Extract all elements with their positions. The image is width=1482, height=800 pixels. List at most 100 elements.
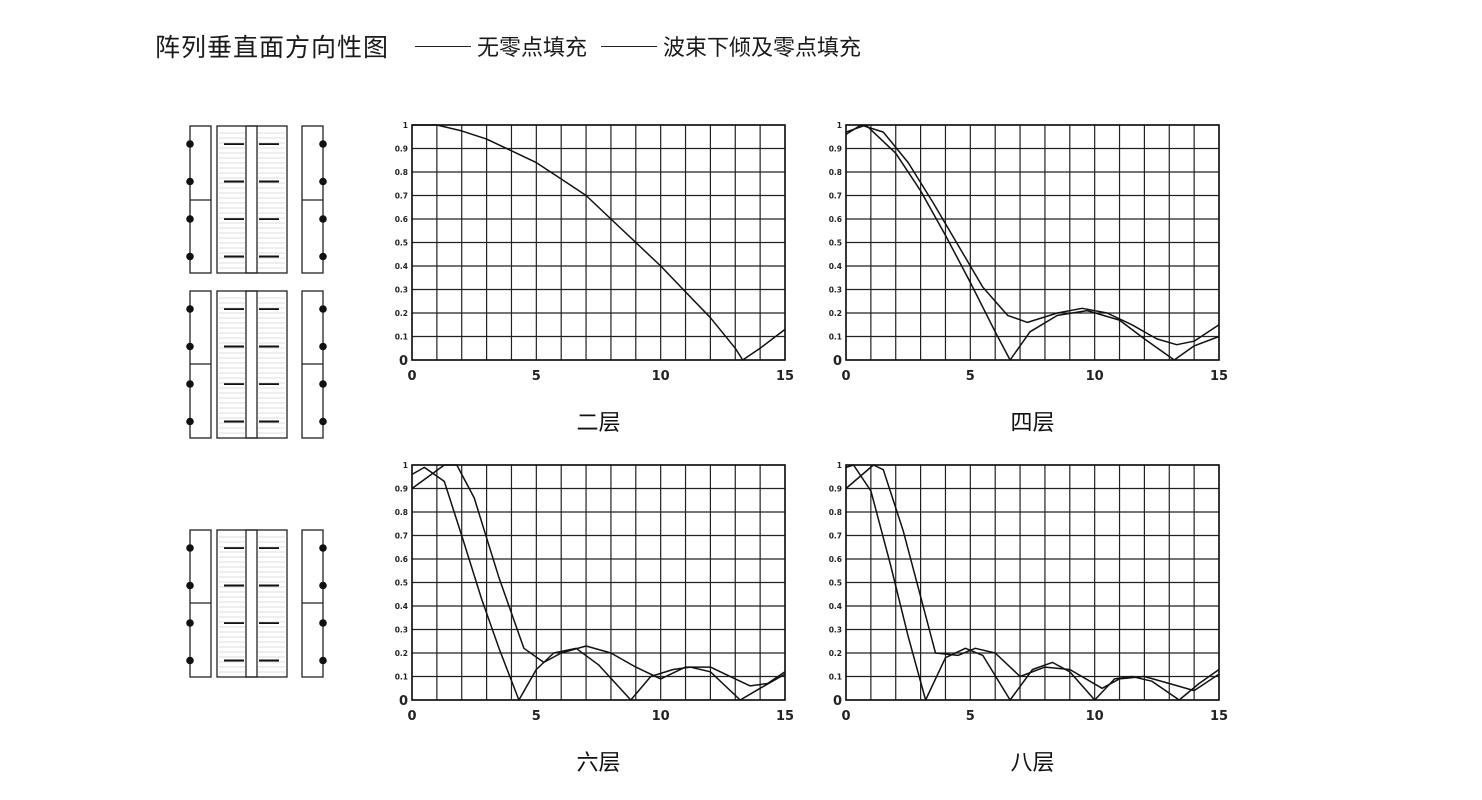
antenna-diagram-6-layer: [189, 529, 324, 678]
y-tick-label: 0.6: [395, 555, 408, 564]
plot-frame: [411, 124, 786, 361]
plot-frame: [411, 464, 786, 701]
y-tick-label: 0: [399, 354, 408, 369]
x-tick-label: 15: [776, 369, 794, 384]
x-tick-label: 0: [841, 709, 850, 724]
y-tick-label: 0.5: [829, 239, 842, 248]
plot-frame: [845, 124, 1220, 361]
y-tick-label: 0.2: [395, 649, 408, 658]
y-tick-label: 0.7: [395, 192, 408, 201]
y-tick-label: 1: [837, 461, 842, 470]
antenna-port-dot: [319, 177, 327, 186]
legend-label: 无零点填充: [477, 36, 588, 61]
legend-item-downtilt-null-fill: 波束下倾及零点填充: [601, 30, 861, 62]
x-tick-label: 5: [966, 709, 975, 724]
antenna-port-dot: [319, 380, 327, 388]
antenna-port-dot: [319, 215, 327, 223]
antenna-feed-column: [245, 290, 258, 439]
antenna-diagram-4-layer: [189, 290, 324, 439]
y-tick-label: 0.9: [829, 145, 842, 154]
y-tick-label: 0.3: [395, 626, 408, 635]
y-tick-label: 0.4: [395, 602, 408, 611]
y-tick-label: 0.1: [395, 673, 408, 682]
y-tick-label: 1: [837, 121, 842, 130]
y-tick-label: 0.9: [395, 485, 408, 494]
y-tick-label: 0.3: [395, 286, 408, 295]
antenna-feed-column: [245, 125, 258, 274]
y-tick-label: 0.7: [829, 192, 842, 201]
antenna-port-dot: [319, 656, 327, 665]
x-tick-label: 5: [532, 369, 541, 384]
y-tick-label: 0.8: [395, 168, 408, 177]
y-tick-label: 0.6: [395, 215, 408, 224]
antenna-port-dot: [319, 417, 327, 426]
x-tick-label: 0: [407, 709, 416, 724]
y-tick-label: 0.8: [395, 508, 408, 517]
series-line-1: [845, 464, 1220, 701]
chart-caption: 六层: [576, 751, 620, 776]
x-tick-label: 15: [1210, 709, 1228, 724]
y-tick-label: 0.2: [829, 309, 842, 318]
y-tick-label: 0.5: [829, 579, 842, 588]
antenna-port-dot: [186, 305, 194, 313]
y-tick-label: 0.7: [829, 532, 842, 541]
antenna-port-dot: [319, 140, 327, 148]
y-tick-label: 0.9: [395, 145, 408, 154]
series-line-1: [412, 124, 786, 361]
y-tick-label: 0: [833, 354, 842, 369]
figure-title: 阵列垂直面方向性图: [155, 33, 390, 62]
y-tick-label: 0: [833, 694, 842, 709]
series-line-2: [411, 464, 786, 687]
y-tick-label: 0.6: [829, 215, 842, 224]
antenna-element-details: [186, 132, 327, 673]
y-tick-label: 0.1: [829, 333, 842, 342]
y-tick-label: 0.3: [829, 286, 842, 295]
y-tick-label: 0.2: [829, 649, 842, 658]
x-tick-label: 5: [532, 709, 541, 724]
x-tick-label: 5: [966, 369, 975, 384]
y-tick-label: 0.5: [395, 579, 408, 588]
antenna-port-dot: [319, 619, 327, 627]
x-tick-label: 10: [652, 369, 670, 384]
antenna-port-dot: [186, 342, 194, 351]
antenna-port-dot: [186, 177, 194, 186]
y-tick-label: 0.8: [829, 508, 842, 517]
chart-caption: 四层: [1010, 411, 1054, 436]
antenna-port-dot: [319, 544, 327, 552]
chart-caption: 二层: [576, 411, 620, 436]
antenna-port-dot: [186, 656, 194, 665]
antenna-port-dot: [186, 581, 194, 590]
x-tick-label: 0: [407, 369, 416, 384]
y-tick-label: 0: [399, 694, 408, 709]
antenna-port-dot: [186, 544, 194, 552]
antenna-port-dot: [186, 380, 194, 388]
antenna-port-dot: [319, 342, 327, 351]
series-line-2: [845, 464, 1220, 692]
y-tick-label: 0.7: [395, 532, 408, 541]
y-tick-label: 1: [403, 461, 408, 470]
y-tick-label: 0.6: [829, 555, 842, 564]
antenna-port-dot: [319, 581, 327, 590]
chart-caption: 八层: [1010, 751, 1054, 776]
y-tick-label: 0.4: [395, 262, 408, 271]
y-tick-label: 0.1: [829, 673, 842, 682]
y-tick-label: 0.2: [395, 309, 408, 318]
antenna-port-dot: [186, 140, 194, 148]
y-tick-label: 1: [403, 121, 408, 130]
antenna-port-dot: [186, 252, 194, 261]
legend-label: 波束下倾及零点填充: [663, 36, 862, 61]
x-tick-label: 15: [776, 709, 794, 724]
antenna-port-dot: [186, 417, 194, 426]
series-line-1: [411, 466, 786, 701]
chart-panels: 00.10.20.30.40.50.60.70.80.910 5 10 15二层00.…: [395, 121, 1228, 776]
antenna-feed-column: [245, 529, 258, 678]
antenna-diagram-2-layer: [189, 125, 324, 274]
plot-frame: [845, 464, 1220, 701]
antenna-port-dot: [319, 305, 327, 313]
antenna-port-dot: [319, 252, 327, 261]
